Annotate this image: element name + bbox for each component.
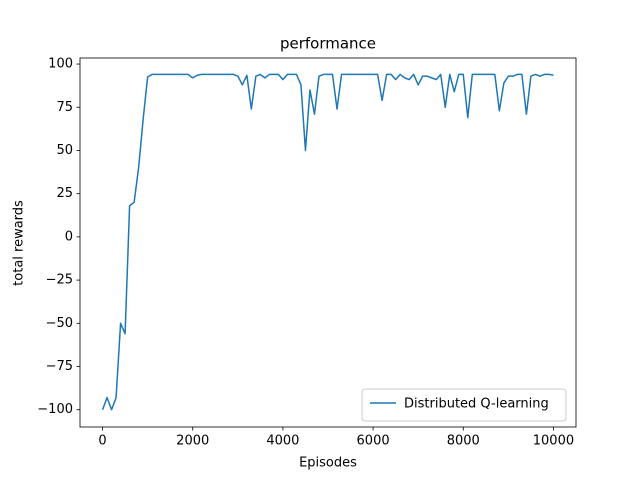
plot-frame [79,57,577,428]
y-tick-label: 100 [48,57,73,72]
legend-label: Distributed Q-learning [404,397,549,412]
y-tick-label: −50 [46,316,73,331]
x-tick-label: 10000 [533,434,574,449]
legend-box [361,388,567,422]
y-tick-label: −75 [46,359,73,374]
y-tick-label: 50 [56,143,73,158]
y-tick-label: −25 [46,273,73,288]
data-line [101,73,554,411]
y-tick-label: 75 [56,100,73,115]
y-tick-label: 0 [65,229,73,244]
x-axis-label: Episodes [299,456,357,471]
x-tick-label: 0 [98,434,106,449]
y-tick-label: 25 [56,186,73,201]
y-tick-label: −100 [37,402,73,417]
x-tick-label: 2000 [176,434,209,449]
x-tick-label: 8000 [447,434,480,449]
x-tick-label: 4000 [266,434,299,449]
chart-title: performance [280,35,376,53]
x-tick-label: 6000 [357,434,390,449]
y-axis-label: total rewards [12,200,27,286]
